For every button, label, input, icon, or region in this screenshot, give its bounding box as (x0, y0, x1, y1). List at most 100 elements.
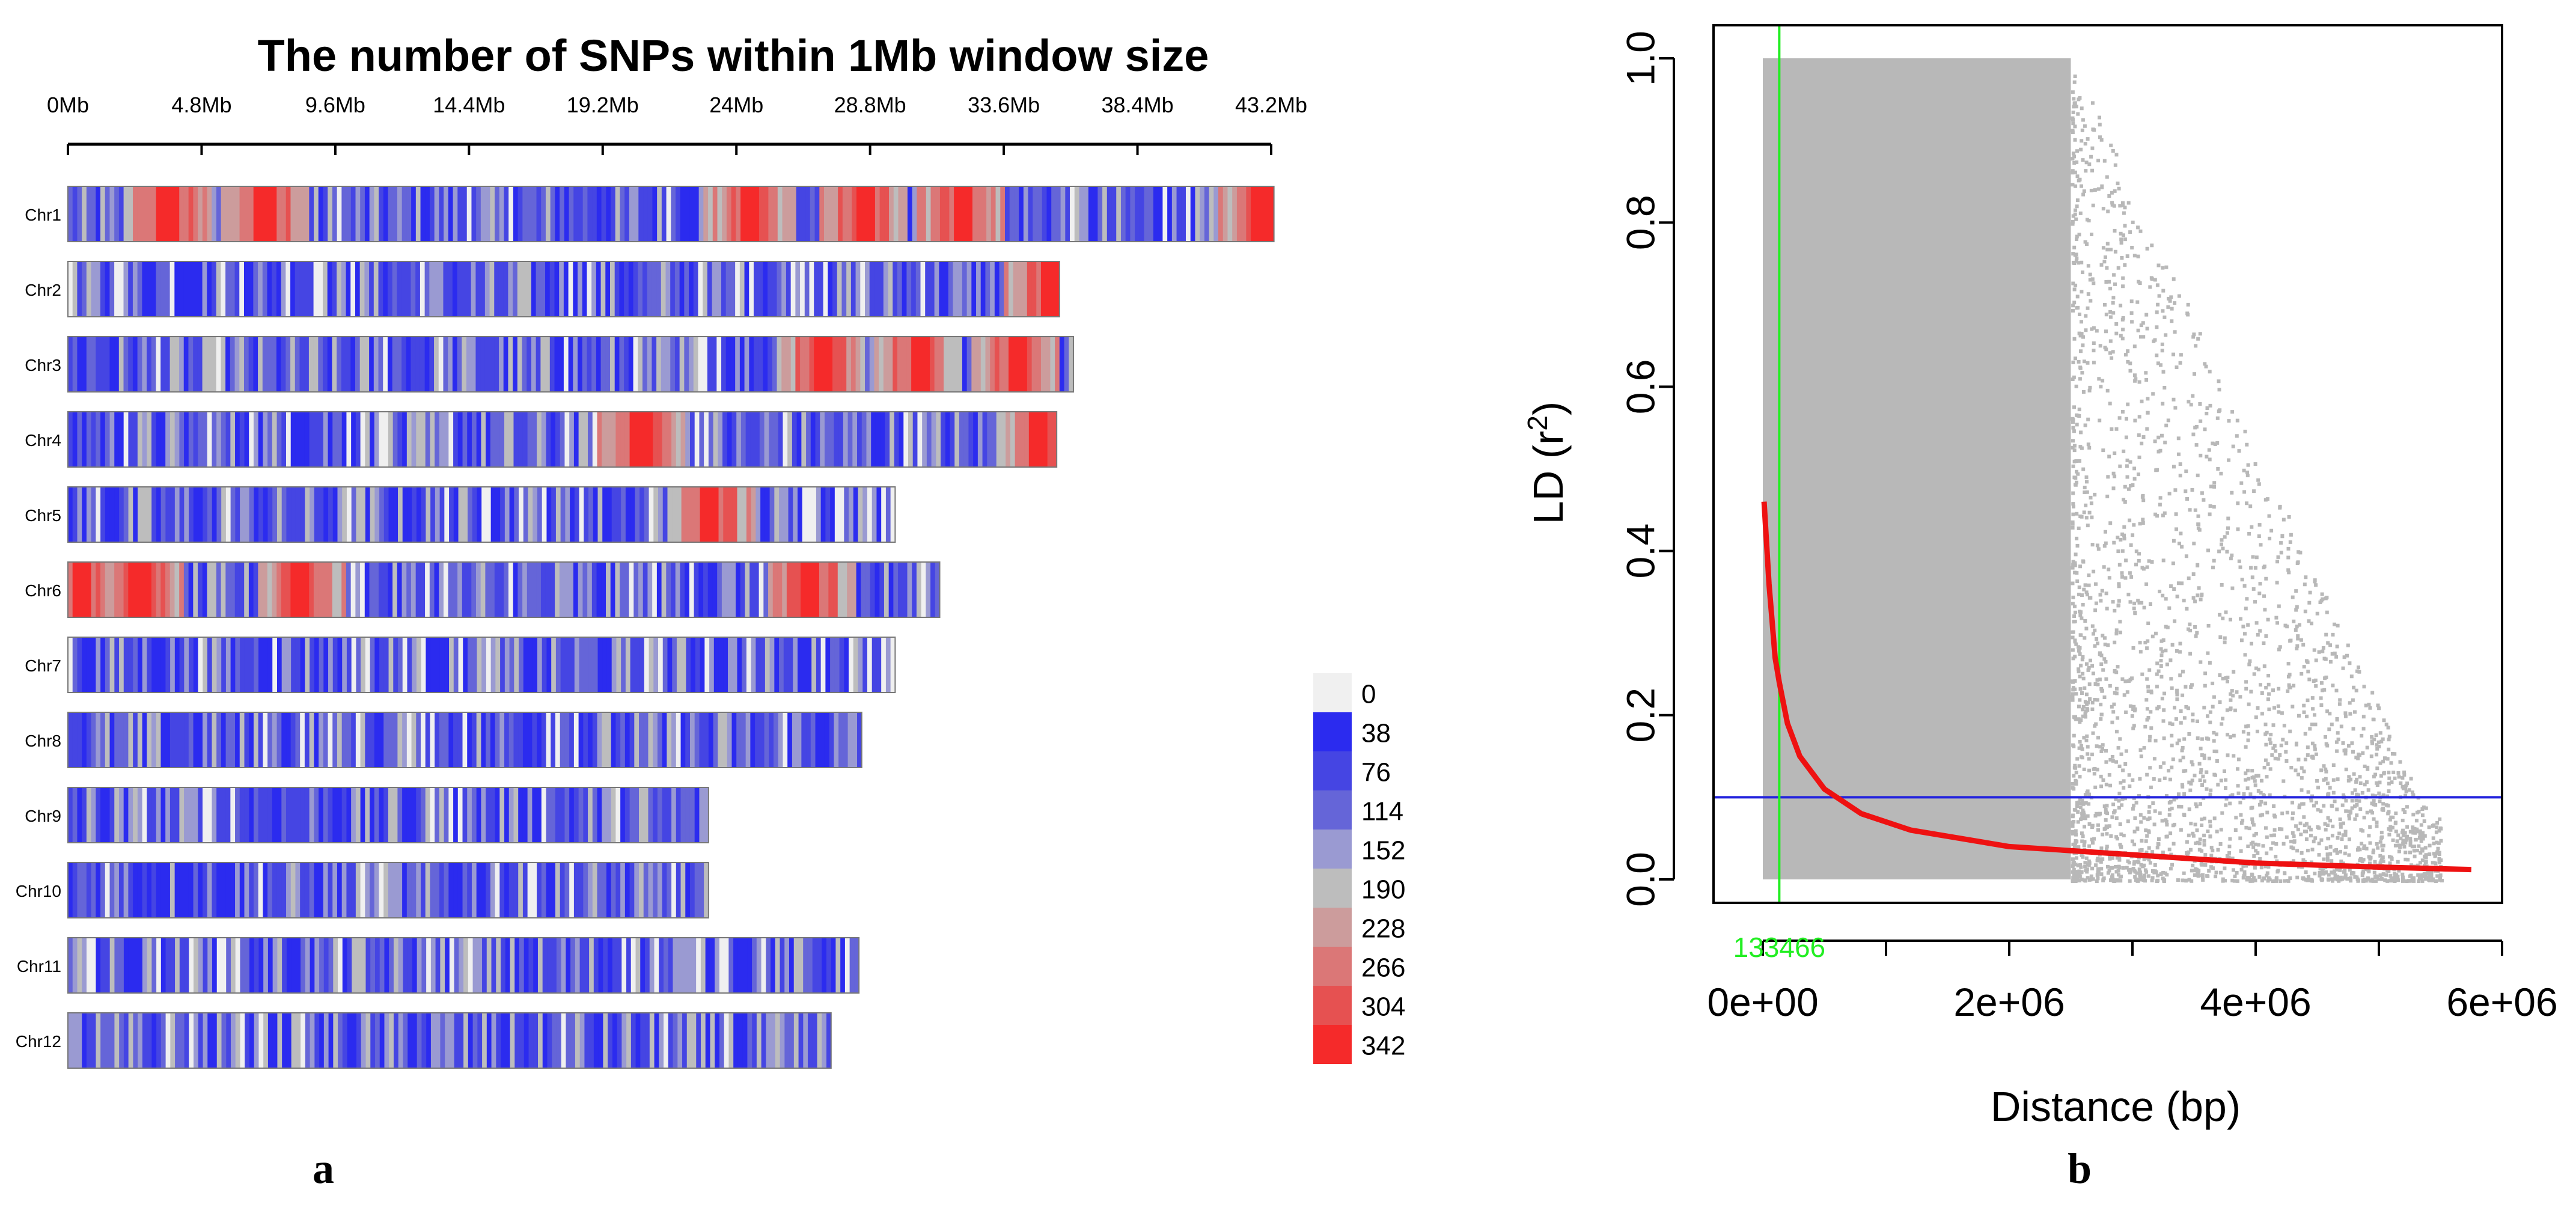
snp-density-bin (240, 1013, 245, 1068)
snp-density-bin (244, 562, 249, 617)
snp-density-bin (694, 712, 700, 768)
snp-density-bin (959, 412, 965, 467)
snp-density-bin (216, 1013, 222, 1068)
snp-density-bin (96, 261, 101, 317)
snp-density-bin (815, 712, 820, 768)
snp-density-bin (633, 562, 639, 617)
snp-density-bin (360, 863, 365, 918)
snp-density-bin (841, 261, 847, 317)
snp-density-bin (676, 787, 682, 843)
snp-density-bin (883, 337, 889, 392)
snp-density-bin (304, 261, 310, 317)
snp-density-bin (86, 938, 92, 993)
snp-density-bin (661, 337, 667, 392)
heatmap-x-axis: 0Mb 4.8Mb 9.6Mb 14.4Mb 19.2Mb 24Mb 28.8Mb 33.6M… (47, 93, 1307, 155)
snp-density-bin (393, 1013, 399, 1068)
snp-density-bin (555, 712, 561, 768)
snp-density-bin (620, 562, 625, 617)
snp-density-bin (980, 261, 986, 317)
snp-density-bin (207, 337, 212, 392)
snp-density-bin (290, 337, 296, 392)
snp-density-bin (202, 337, 207, 392)
snp-density-bin (653, 787, 658, 843)
snp-density-bin (114, 938, 120, 993)
snp-density-bin (1074, 186, 1080, 242)
snp-density-bin (258, 787, 263, 843)
snp-density-bin (656, 562, 662, 617)
snp-density-bin (703, 337, 708, 392)
snp-density-bin (710, 1013, 715, 1068)
snp-density-bin (249, 637, 254, 692)
snp-density-bin (239, 787, 245, 843)
snp-density-bin (411, 337, 416, 392)
snp-density-bin (718, 637, 724, 692)
snp-density-bin (212, 637, 218, 692)
snp-density-bin (202, 712, 208, 768)
snp-density-bin (212, 562, 217, 617)
snp-density-bin (578, 412, 584, 467)
snp-density-bin (569, 562, 574, 617)
snp-density-bin (379, 1013, 385, 1068)
snp-density-bin (421, 863, 426, 918)
snp-density-bin (384, 1013, 389, 1068)
snp-density-bin (591, 562, 597, 617)
snp-density-bin (364, 261, 370, 317)
snp-density-bin (759, 412, 765, 467)
snp-density-bin (118, 337, 124, 392)
snp-density-bin (972, 186, 978, 242)
snp-density-bin (486, 787, 491, 843)
snp-density-bin (977, 412, 983, 467)
snp-density-bin (346, 186, 352, 242)
snp-density-bin (221, 337, 226, 392)
snp-density-bin (351, 412, 356, 467)
snp-density-bin (573, 863, 579, 918)
snp-density-bin (817, 938, 822, 993)
snp-density-bin (295, 562, 301, 617)
legend-label: 38 (1361, 719, 1391, 748)
snp-density-bin (513, 337, 518, 392)
snp-density-bin (532, 787, 537, 843)
snp-density-bin (407, 1013, 413, 1068)
snp-density-bin (560, 487, 566, 542)
snp-density-bin (751, 637, 757, 692)
snp-density-bin (582, 337, 588, 392)
snp-density-bin (457, 186, 463, 242)
snp-density-bin (281, 487, 287, 542)
snp-density-bin (810, 712, 816, 768)
snp-density-bin (258, 412, 263, 467)
snp-density-bin (77, 562, 82, 617)
snp-density-bin (421, 787, 426, 843)
snp-density-bin (591, 261, 597, 317)
snp-density-bin (837, 261, 843, 317)
snp-density-bin (659, 938, 664, 993)
snp-density-bin (691, 1013, 697, 1068)
snp-density-bin (100, 337, 106, 392)
snp-density-bin (931, 412, 936, 467)
legend-swatch (1313, 947, 1352, 986)
snp-density-bin (267, 412, 273, 467)
snp-density-bin (1111, 186, 1117, 242)
snp-density-bin (276, 487, 282, 542)
snp-density-bin (351, 637, 357, 692)
snp-density-bin (416, 712, 421, 768)
snp-density-bin (513, 261, 518, 317)
snp-density-bin (755, 412, 760, 467)
snp-density-bin (133, 562, 138, 617)
snp-density-bin (705, 938, 710, 993)
snp-density-bin (781, 261, 787, 317)
snp-density-bin (337, 562, 342, 617)
snp-density-bin (541, 863, 547, 918)
snp-density-bin (309, 562, 314, 617)
snp-density-bin (457, 562, 463, 617)
snp-density-bin (1042, 186, 1048, 242)
snp-density-bin (824, 186, 829, 242)
snp-density-bin (963, 186, 968, 242)
chromosome-row-chr4: Chr4 (25, 411, 1058, 468)
snp-density-bin (994, 261, 1000, 317)
snp-density-bin (457, 712, 463, 768)
snp-density-bin (1064, 337, 1069, 392)
snp-density-bin (430, 1013, 436, 1068)
snp-density-bin (681, 487, 687, 542)
snp-density-bin (309, 412, 314, 467)
heatmap-x-tick-label: 0Mb (47, 93, 89, 117)
